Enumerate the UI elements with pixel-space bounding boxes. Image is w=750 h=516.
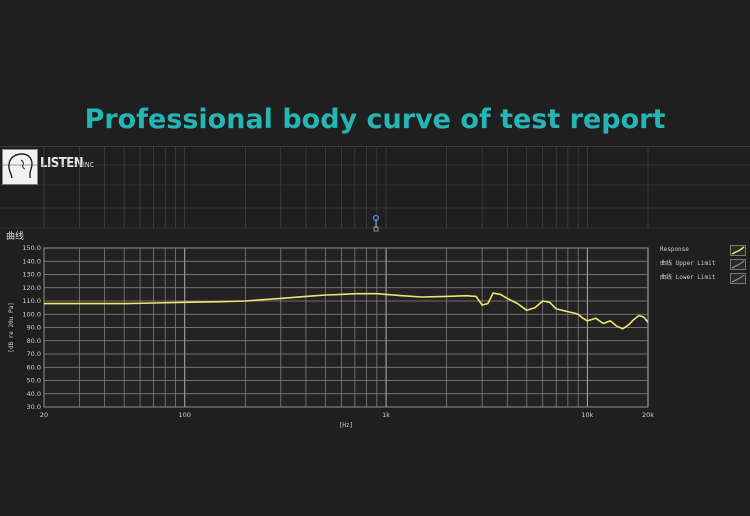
y-tick-label: 70.0 [27,350,41,358]
chart-panel-title: 曲线 [6,232,25,242]
line-swatch-icon [731,246,745,255]
legend-label: 曲线 Upper Limit [660,260,716,267]
y-tick-label: 50.0 [27,377,41,385]
cursor-marker[interactable] [372,214,380,232]
legend-item-response[interactable]: Response [660,244,746,258]
y-tick-label: 100.0 [22,310,41,318]
y-tick-label: 140.0 [22,257,41,265]
legend-swatch-upper [730,259,746,270]
y-tick-label: 40.0 [27,390,41,398]
legend-swatch-lower [730,273,746,284]
page-headline: Professional body curve of test report [84,104,666,135]
y-tick-label: 60.0 [27,363,41,371]
series-line-response[interactable] [44,292,649,330]
report-header-frame [0,146,750,231]
x-tick-label: 100 [179,411,191,419]
y-tick-label: 120.0 [22,284,41,292]
x-tick-labels: 20 100 1k 10k 20k [40,411,654,419]
line-swatch-icon [731,274,745,283]
legend-item-upper-limit[interactable]: 曲线 Upper Limit [660,258,746,272]
brand-logo [2,149,38,185]
chart-legend: Response 曲线 Upper Limit 曲线 Lower Limit [660,244,746,286]
x-tick-label: 10k [581,411,593,419]
header-grid [0,146,750,229]
x-tick-label: 20k [642,411,654,419]
y-tick-label: 30.0 [27,403,41,411]
y-tick-label: 150.0 [22,244,41,252]
y-tick-label: 130.0 [22,271,41,279]
brand-name-text: LISTEN [40,156,83,171]
legend-item-lower-limit[interactable]: 曲线 Lower Limit [660,272,746,286]
line-swatch-icon [731,260,745,269]
y-tick-label: 80.0 [27,337,41,345]
x-axis-label: [Hz] [339,422,353,429]
x-tick-label: 20 [40,411,48,419]
x-tick-label: 1k [382,411,390,419]
legend-swatch-response [730,245,746,256]
horizontal-gridlines [44,247,648,408]
y-tick-labels: 150.0 140.0 130.0 120.0 110.0 100.0 90.0 80.0 70… [22,244,41,411]
legend-label: Response [660,246,689,253]
y-tick-label: 90.0 [27,324,41,332]
y-axis-label: [dB re 20u Pa] [8,302,15,353]
legend-label: 曲线 Lower Limit [660,274,716,281]
y-tick-label: 110.0 [22,297,41,305]
series-layer [44,292,649,330]
